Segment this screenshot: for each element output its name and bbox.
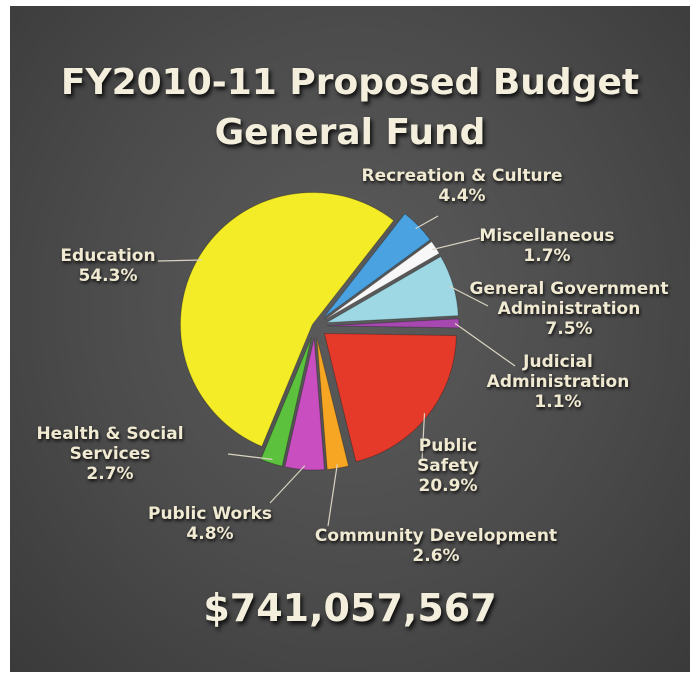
pie-slice-public-safety xyxy=(323,332,457,463)
label-education: Education 54.3% xyxy=(60,246,156,286)
leader-line xyxy=(327,464,338,527)
leader-line xyxy=(421,413,426,462)
pie-slice-public-works xyxy=(284,337,325,471)
pie-slice-education xyxy=(179,192,395,448)
label-health-social-services: Health & Social Services 2.7% xyxy=(36,424,184,484)
pie-slice-community-development xyxy=(316,337,350,470)
label-public-works: Public Works 4.8% xyxy=(147,504,272,544)
budget-total: $741,057,567 xyxy=(203,586,497,630)
label-judicial-administration: Judicial Administration 1.1% xyxy=(486,352,630,412)
pie-slice-recreation-culture xyxy=(323,212,431,319)
pie-slice-judicial-administration xyxy=(326,318,460,329)
chart-subtitle: General Fund xyxy=(214,112,486,153)
chart-canvas: FY2010-11 Proposed Budget General Fund R… xyxy=(10,6,690,672)
pie-slice-health-social-services xyxy=(260,337,312,467)
pie-slice-miscellaneous xyxy=(324,240,441,320)
label-recreation-culture: Recreation & Culture 4.4% xyxy=(361,166,563,206)
leader-line xyxy=(227,453,273,460)
leader-line xyxy=(432,237,481,251)
leader-line xyxy=(415,215,439,230)
leader-line xyxy=(454,322,516,367)
label-general-government-administration: General Government Administration 7.5% xyxy=(469,279,669,339)
label-public-safety: Public Safety 20.9% xyxy=(417,436,479,496)
leader-line xyxy=(448,285,489,307)
pie-chart xyxy=(157,192,516,527)
pie-slice-general-government-administration xyxy=(326,255,459,324)
leader-line xyxy=(269,465,306,504)
label-community-development: Community Development 2.6% xyxy=(314,526,558,566)
leader-line xyxy=(157,259,202,262)
label-miscellaneous: Miscellaneous 1.7% xyxy=(479,226,615,266)
chart-title: FY2010-11 Proposed Budget xyxy=(60,62,640,103)
